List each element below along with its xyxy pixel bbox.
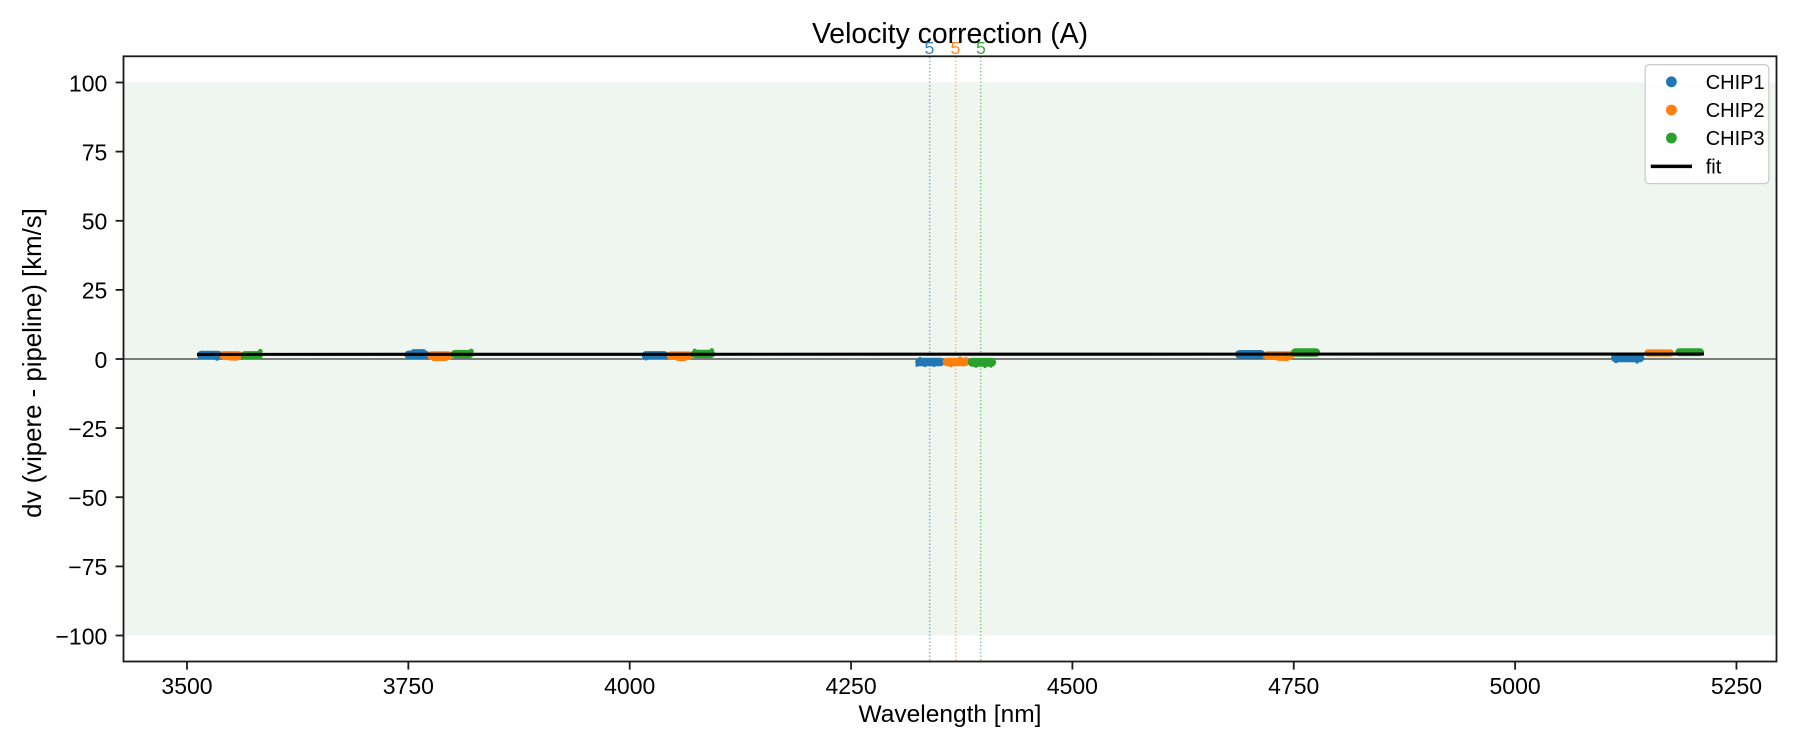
svg-text:5: 5 (951, 38, 961, 58)
svg-text:Velocity correction (A): Velocity correction (A) (812, 18, 1088, 50)
svg-text:75: 75 (82, 139, 108, 165)
svg-text:4000: 4000 (604, 673, 655, 699)
svg-text:CHIP1: CHIP1 (1706, 72, 1765, 94)
svg-text:Wavelength [nm]: Wavelength [nm] (859, 701, 1042, 728)
svg-text:3750: 3750 (383, 673, 434, 699)
svg-text:3500: 3500 (161, 673, 212, 699)
svg-text:4500: 4500 (1047, 673, 1098, 699)
svg-text:−25: −25 (68, 416, 107, 442)
svg-text:−75: −75 (68, 554, 107, 580)
svg-text:25: 25 (82, 278, 108, 304)
svg-text:CHIP3: CHIP3 (1706, 128, 1765, 150)
svg-text:4750: 4750 (1268, 673, 1319, 699)
svg-text:−50: −50 (68, 485, 107, 511)
svg-text:fit: fit (1706, 157, 1722, 179)
svg-text:4250: 4250 (825, 673, 876, 699)
svg-text:5: 5 (976, 38, 986, 58)
svg-text:100: 100 (69, 70, 107, 96)
svg-text:5000: 5000 (1490, 673, 1541, 699)
svg-text:0: 0 (95, 347, 108, 373)
svg-text:5250: 5250 (1711, 673, 1762, 699)
svg-text:5: 5 (925, 38, 935, 58)
svg-text:CHIP2: CHIP2 (1706, 100, 1765, 122)
svg-text:−100: −100 (55, 623, 107, 649)
svg-text:dv (vipere - pipeline) [km/s]: dv (vipere - pipeline) [km/s] (19, 208, 47, 518)
svg-text:50: 50 (82, 209, 108, 235)
